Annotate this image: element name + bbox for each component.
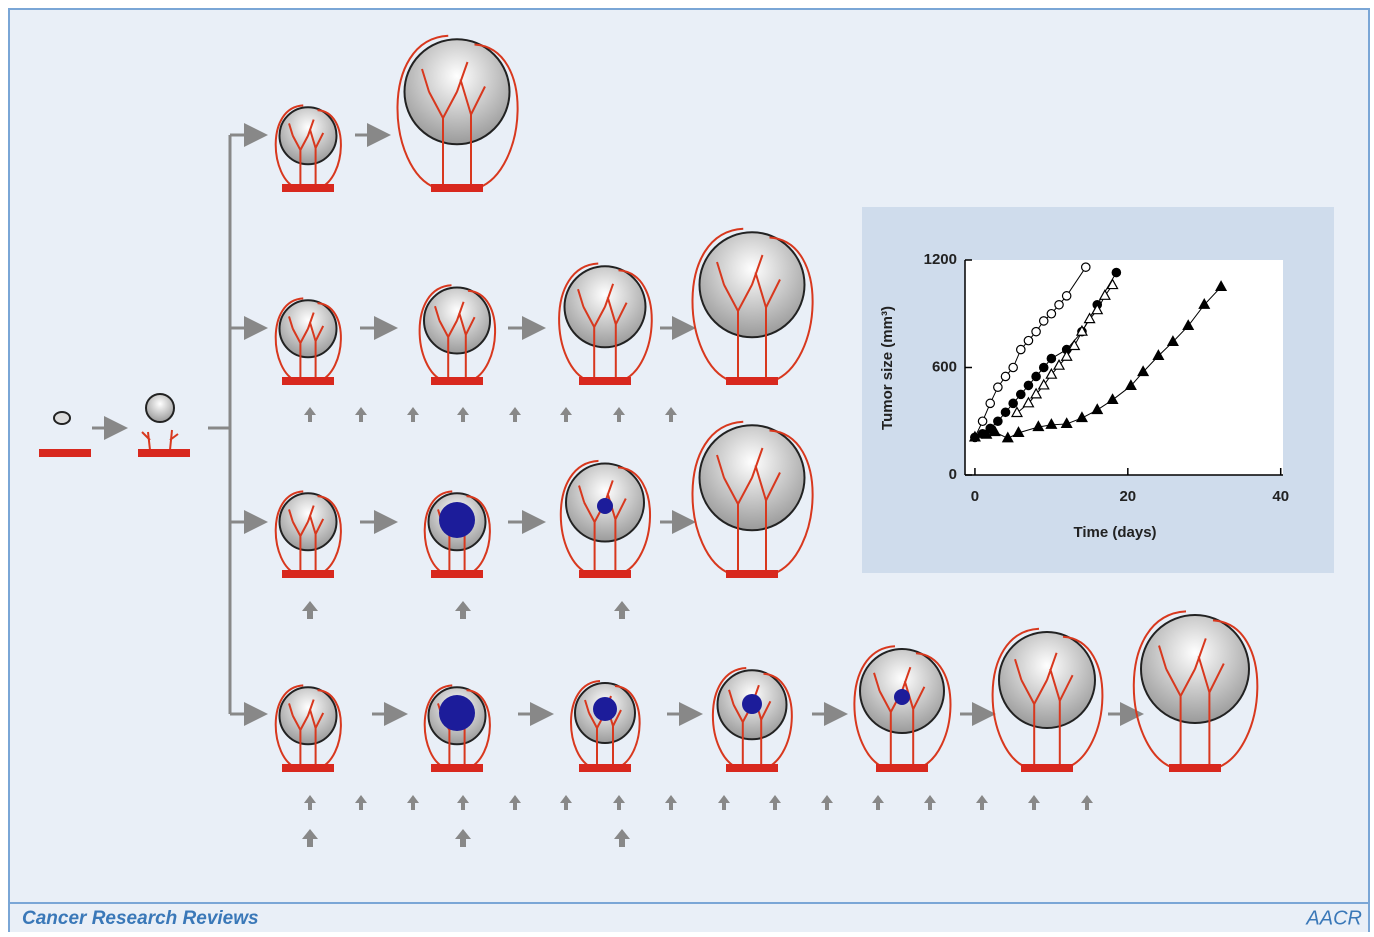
point	[1017, 390, 1025, 398]
point	[1082, 263, 1090, 271]
point	[994, 383, 1002, 391]
point	[1001, 372, 1009, 380]
point	[1055, 301, 1063, 309]
journal: Cancer Research Reviews	[22, 908, 259, 929]
y-tick-label: 0	[949, 466, 957, 483]
point	[978, 417, 986, 425]
logo: AACR	[1305, 907, 1362, 929]
x-axis-label: Time (days)	[1073, 524, 1156, 541]
point	[1024, 336, 1032, 344]
point	[1024, 381, 1032, 389]
point	[1032, 372, 1040, 380]
point	[1047, 354, 1055, 362]
x-tick-label: 20	[1119, 488, 1136, 505]
figure: Cancer Research Reviews AACR	[0, 0, 1374, 932]
point	[1009, 399, 1017, 407]
point	[1032, 327, 1040, 335]
point	[1112, 268, 1120, 276]
y-tick-label: 1200	[924, 251, 957, 268]
y-axis-label: Tumor size (mm³)	[879, 306, 896, 430]
point	[1009, 363, 1017, 371]
x-tick-label: 0	[971, 488, 979, 505]
point	[1001, 408, 1009, 416]
point	[1040, 363, 1048, 371]
point	[1047, 310, 1055, 318]
point	[994, 417, 1002, 425]
point	[986, 399, 994, 407]
point	[1062, 292, 1070, 300]
x-tick-label: 40	[1272, 488, 1289, 505]
y-tick-label: 600	[932, 358, 957, 375]
point	[1040, 317, 1048, 325]
point	[1017, 345, 1025, 353]
